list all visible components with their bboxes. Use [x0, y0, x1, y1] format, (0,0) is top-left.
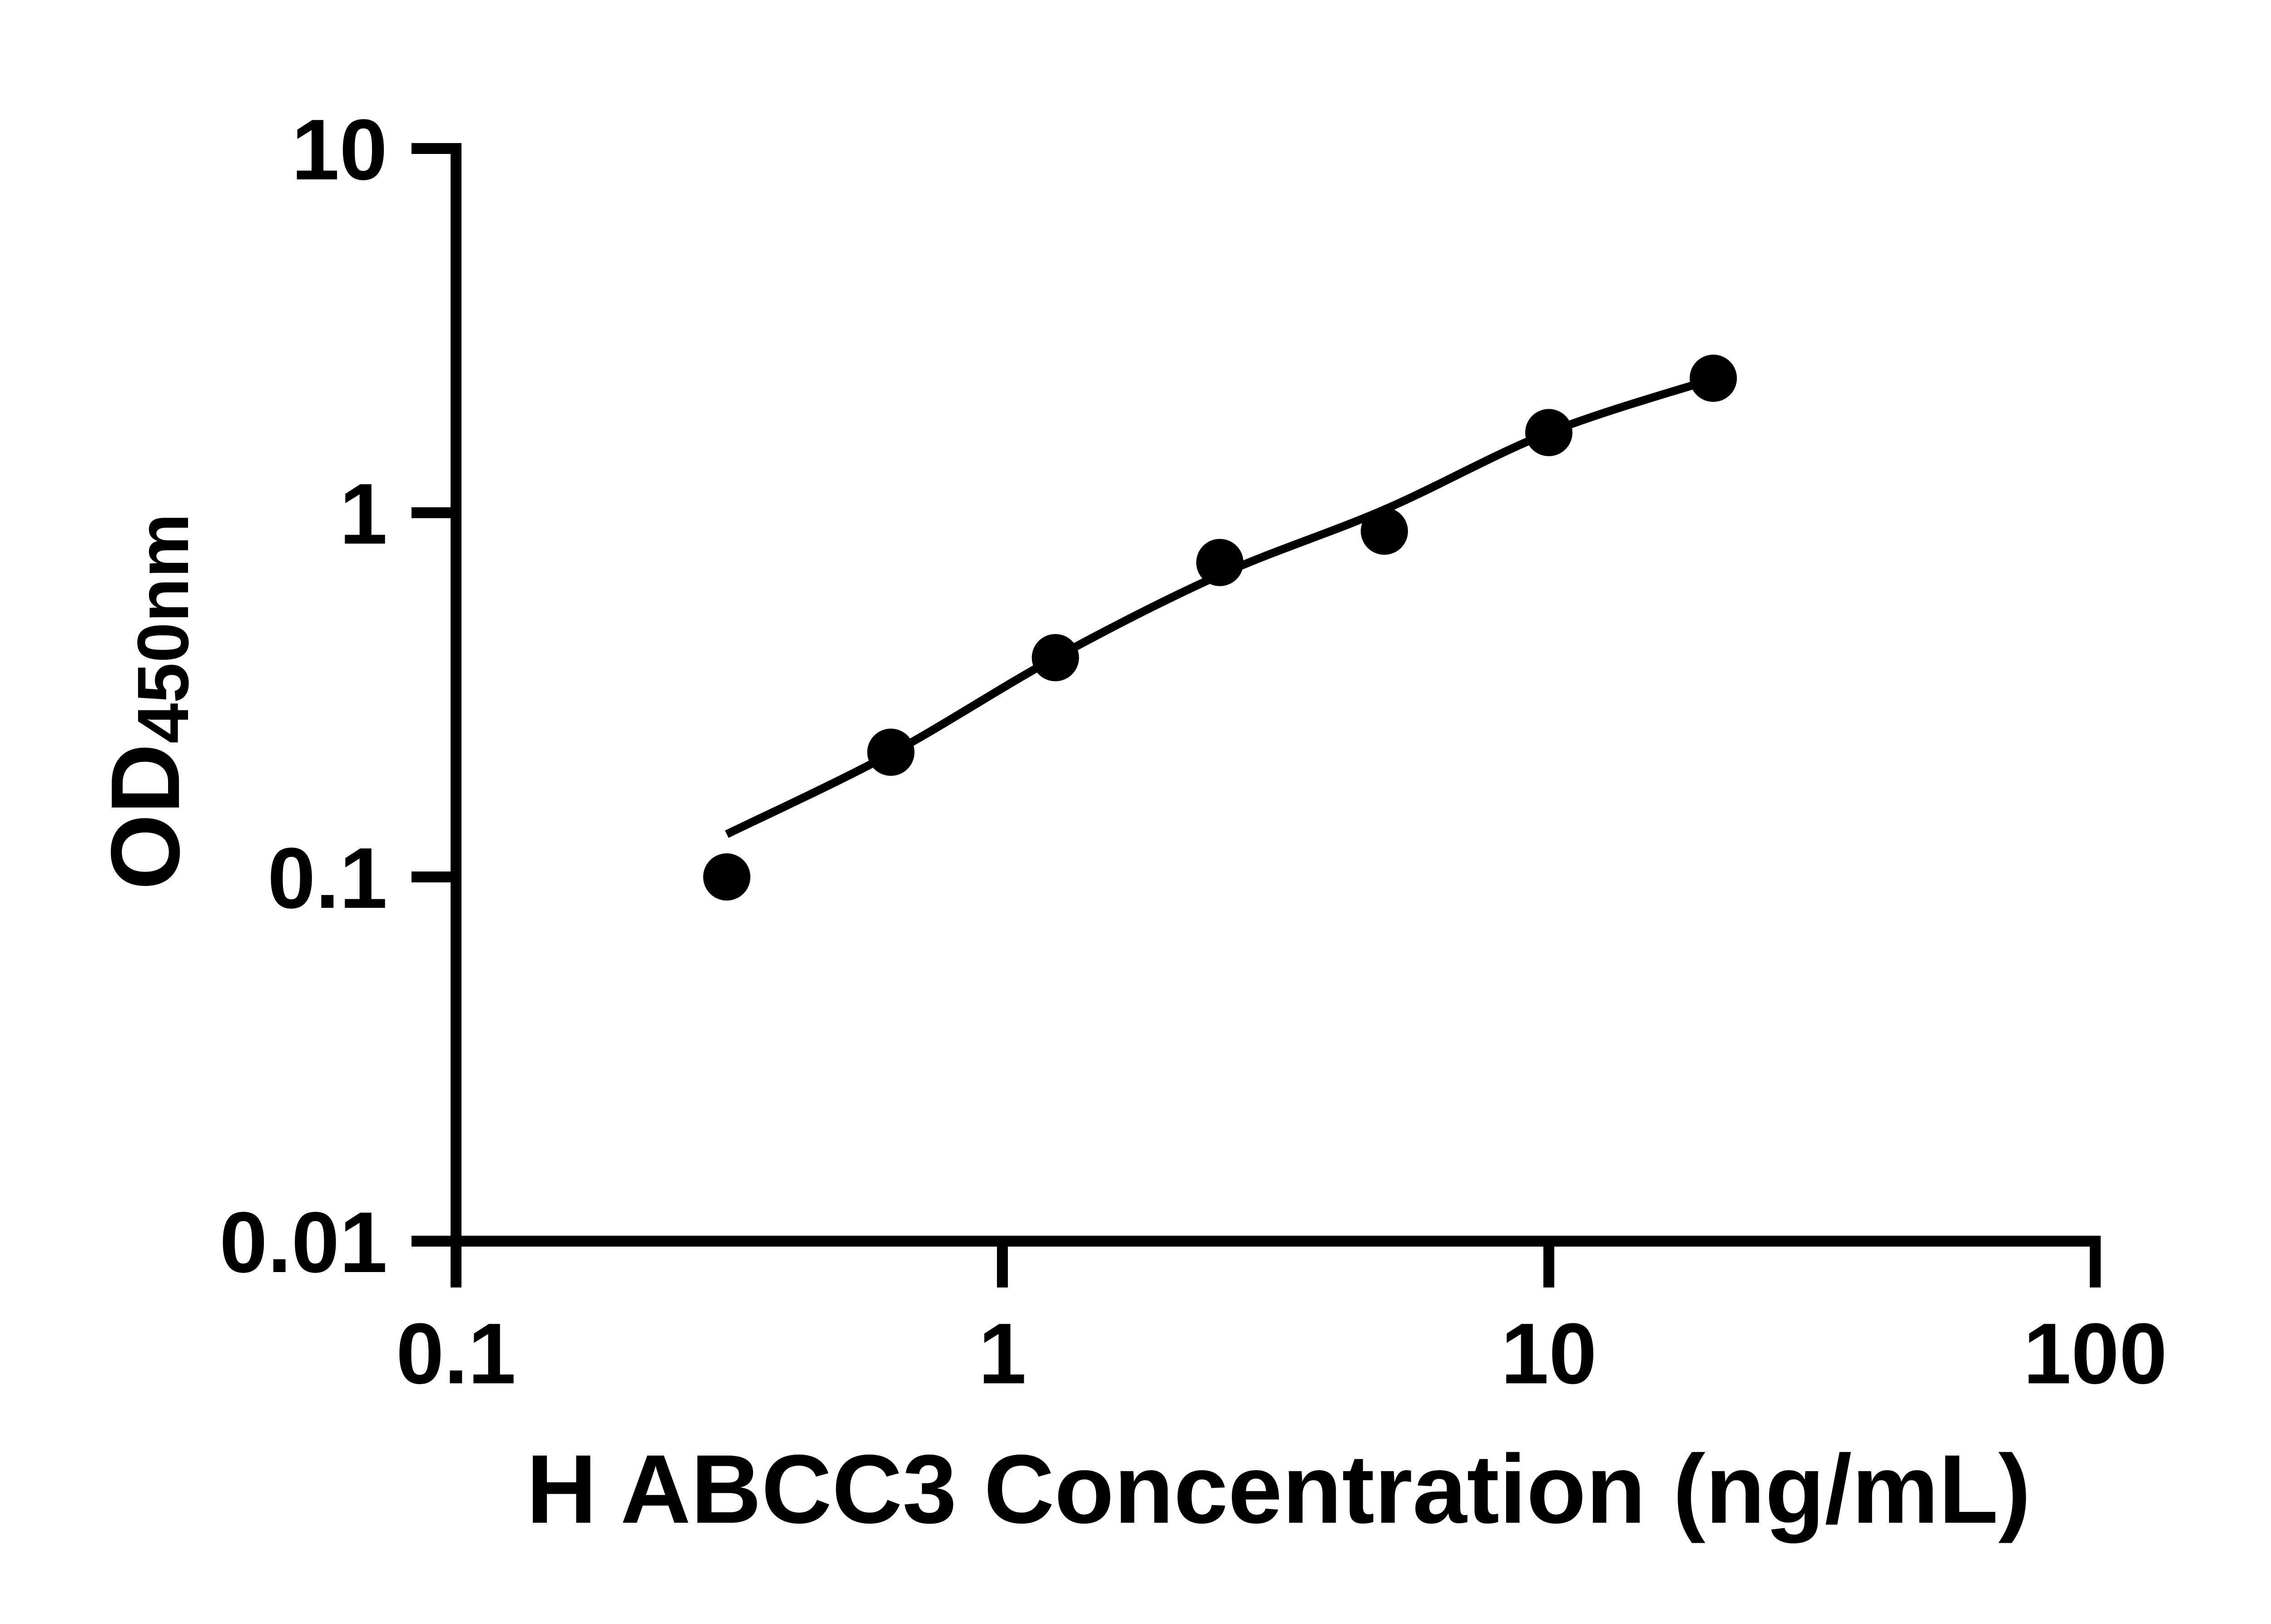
data-point-marker: [1525, 409, 1572, 456]
x-tick-label: 100: [2023, 1306, 2167, 1402]
data-point-marker: [1031, 634, 1079, 682]
y-tick-label: 0.1: [268, 830, 387, 926]
y-tick-label: 0.01: [219, 1194, 387, 1291]
y-tick-label: 1: [339, 466, 387, 562]
x-tick-label: 1: [978, 1306, 1026, 1402]
plot-layer: [703, 354, 1737, 901]
y-tick-label: 10: [292, 102, 387, 198]
x-tick-label: 10: [1501, 1306, 1597, 1402]
x-tick-label: 0.1: [396, 1306, 516, 1402]
y-axis-title-main: OD: [90, 743, 200, 890]
x-axis-title: H ABCC3 Concentration (ng/mL): [526, 1434, 2031, 1544]
data-point-marker: [867, 728, 915, 776]
data-point-marker: [1690, 354, 1737, 402]
data-point-marker: [1360, 507, 1408, 555]
data-point-marker: [1196, 539, 1244, 586]
y-axis-title-subscript: 450nm: [122, 513, 203, 743]
data-point-marker: [703, 853, 751, 901]
y-axis-title: OD450nm: [90, 513, 203, 890]
